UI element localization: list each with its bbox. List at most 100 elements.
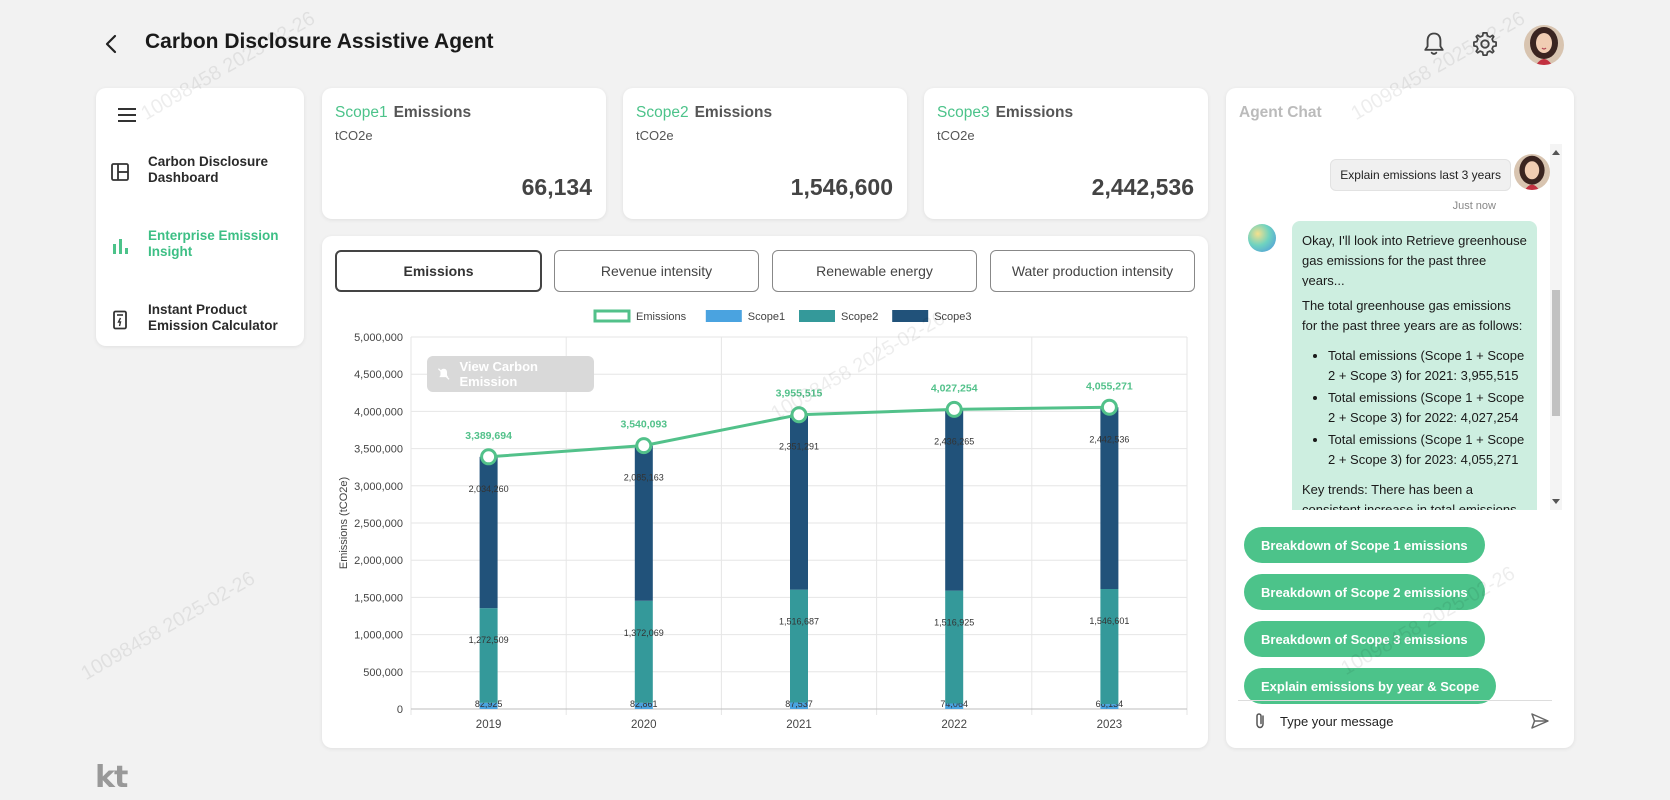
bar-scope3: [945, 409, 964, 591]
line-data-label: 4,055,271: [1086, 380, 1133, 392]
sidebar-item-enterprise-emission-insight[interactable]: Enterprise Emission Insight: [96, 222, 304, 278]
user-avatar[interactable]: [1524, 25, 1564, 65]
x-tick-label: 2021: [786, 719, 812, 731]
bar-data-label: 2,436,265: [934, 436, 974, 446]
y-tick-label: 2,000,000: [354, 555, 403, 567]
line-data-label: 4,027,254: [931, 382, 978, 394]
agent-chat-panel: Agent Chat Explain emissions last 3 year…: [1226, 88, 1574, 748]
bar-data-label: 74,064: [940, 699, 968, 709]
dashboard-icon: [111, 163, 129, 181]
y-tick-label: 4,000,000: [354, 406, 403, 418]
kpi-scope: Scope2: [636, 104, 689, 121]
bar-scope1: [634, 702, 653, 709]
bar-data-label: 1,372,069: [624, 628, 664, 638]
x-tick-label: 2022: [941, 719, 967, 731]
kt-logo: kt: [95, 760, 128, 795]
y-tick-label: 3,500,000: [354, 444, 403, 456]
suggestion-scope1-breakdown[interactable]: Breakdown of Scope 1 emissions: [1244, 527, 1485, 563]
y-tick-label: 0: [397, 704, 403, 716]
bell-off-icon: [437, 368, 450, 380]
kpi-label: Emissions: [393, 104, 472, 121]
legend-swatch: [799, 310, 835, 322]
scroll-down-arrow-icon[interactable]: [1552, 499, 1560, 504]
sidebar-item-carbon-disclosure-dashboard[interactable]: Carbon Disclosure Dashboard: [96, 148, 304, 204]
emissions-point: [790, 406, 808, 424]
bar-data-label: 82,925: [475, 699, 503, 709]
tab-revenue-intensity[interactable]: Revenue intensity: [554, 250, 759, 292]
kpi-card-scope2: Scope2 Emissions tCO2e 1,546,600: [623, 88, 907, 219]
legend-swatch: [705, 310, 742, 322]
bar-data-label: 1,546,601: [1089, 616, 1129, 626]
bar-data-label: 2,351,291: [779, 442, 819, 452]
agent-message-outro: Key trends: There has been a consistent …: [1302, 482, 1517, 510]
tab-water-production-intensity[interactable]: Water production intensity: [990, 250, 1195, 292]
gear-icon[interactable]: [1471, 30, 1499, 58]
bar-scope3: [634, 445, 653, 601]
suggestion-emissions-by-year[interactable]: Explain emissions by year & Scope: [1244, 668, 1497, 704]
bar-scope2: [1100, 589, 1119, 705]
sidebar-item-label: Carbon Disclosure Dashboard: [148, 154, 269, 185]
message-timestamp: Just now: [1452, 200, 1496, 212]
sidebar: Carbon Disclosure Dashboard Enterprise E…: [96, 88, 304, 346]
kpi-scope: Scope3: [937, 104, 990, 121]
line-data-label: 3,540,093: [620, 419, 667, 431]
bar-scope3: [790, 414, 808, 590]
suggestion-scope3-breakdown[interactable]: Breakdown of Scope 3 emissions: [1244, 621, 1485, 657]
hamburger-icon[interactable]: [116, 106, 138, 124]
bell-icon[interactable]: [1420, 30, 1448, 58]
bar-data-label: 2,034,260: [469, 484, 509, 494]
y-tick-label: 2,500,000: [354, 518, 403, 530]
agent-avatar-icon: [1248, 224, 1276, 252]
page-title: Carbon Disclosure Assistive Agent: [145, 30, 494, 53]
x-tick-label: 2020: [631, 719, 657, 731]
kpi-title: Scope3 Emissions: [937, 104, 1073, 122]
scrollbar-thumb[interactable]: [1552, 290, 1560, 416]
chat-input-bar: [1238, 700, 1552, 740]
agent-message-intro: The total greenhouse gas emissions for t…: [1302, 298, 1523, 333]
kpi-label: Emissions: [995, 104, 1074, 121]
send-icon[interactable]: [1530, 711, 1550, 731]
kpi-unit: tCO2e: [636, 128, 674, 143]
y-tick-label: 500,000: [363, 667, 403, 679]
bar-data-label: 1,516,687: [779, 617, 819, 627]
kpi-value: 2,442,536: [1091, 174, 1194, 200]
chat-message-input[interactable]: [1280, 709, 1510, 733]
legend-label: Scope1: [748, 311, 785, 323]
back-arrow-icon[interactable]: [100, 32, 124, 56]
sidebar-item-label: Enterprise Emission Insight: [148, 228, 279, 259]
tab-emissions[interactable]: Emissions: [335, 250, 542, 292]
bar-scope3: [1100, 407, 1119, 590]
scroll-up-arrow-icon[interactable]: [1552, 150, 1560, 155]
list-item: Total emissions (Scope 1 + Scope 2 + Sco…: [1328, 430, 1527, 470]
kpi-card-scope3: Scope3 Emissions tCO2e 2,442,536: [924, 88, 1208, 219]
bar-data-label: 2,085,163: [624, 473, 664, 483]
chat-messages[interactable]: Explain emissions last 3 years Just now …: [1226, 144, 1564, 510]
tab-renewable-energy[interactable]: Renewable energy: [772, 250, 977, 292]
bar-scope3: [479, 456, 498, 609]
bar-scope1: [790, 702, 808, 709]
bar-scope1: [945, 703, 964, 709]
view-carbon-emission-button[interactable]: View Carbon Emission: [427, 356, 594, 392]
line-data-label: 3,955,515: [776, 388, 823, 400]
sidebar-item-instant-product-emission-calculator[interactable]: Instant Product Emission Calculator: [96, 296, 304, 352]
bar-data-label: 87,537: [785, 699, 813, 709]
chat-scrollbar[interactable]: [1550, 144, 1562, 510]
legend-swatch: [892, 310, 929, 322]
y-tick-label: 4,500,000: [354, 369, 403, 381]
emissions-chart: 0 500,000 1,000,000 1,500,000 2,000,000 2,500…: [338, 309, 1188, 731]
y-tick-label: 5,000,000: [354, 332, 403, 344]
x-tick-label: 2023: [1097, 719, 1123, 731]
sidebar-item-label: Instant Product Emission Calculator: [148, 302, 278, 333]
app-header: Carbon Disclosure Assistive Agent: [0, 0, 1670, 90]
agent-message-list: Total emissions (Scope 1 + Scope 2 + Sco…: [1328, 346, 1527, 470]
chat-title: Agent Chat: [1239, 104, 1322, 121]
emissions-point: [635, 437, 653, 455]
suggestion-scope2-breakdown[interactable]: Breakdown of Scope 2 emissions: [1244, 574, 1485, 610]
kpi-value: 1,546,600: [790, 174, 893, 200]
paperclip-icon[interactable]: [1250, 711, 1270, 731]
bar-scope2: [945, 590, 964, 704]
bar-scope2: [634, 600, 653, 703]
y-tick-label: 1,000,000: [354, 630, 403, 642]
legend-label: Emissions: [636, 311, 687, 323]
legend-swatch: [593, 309, 631, 323]
